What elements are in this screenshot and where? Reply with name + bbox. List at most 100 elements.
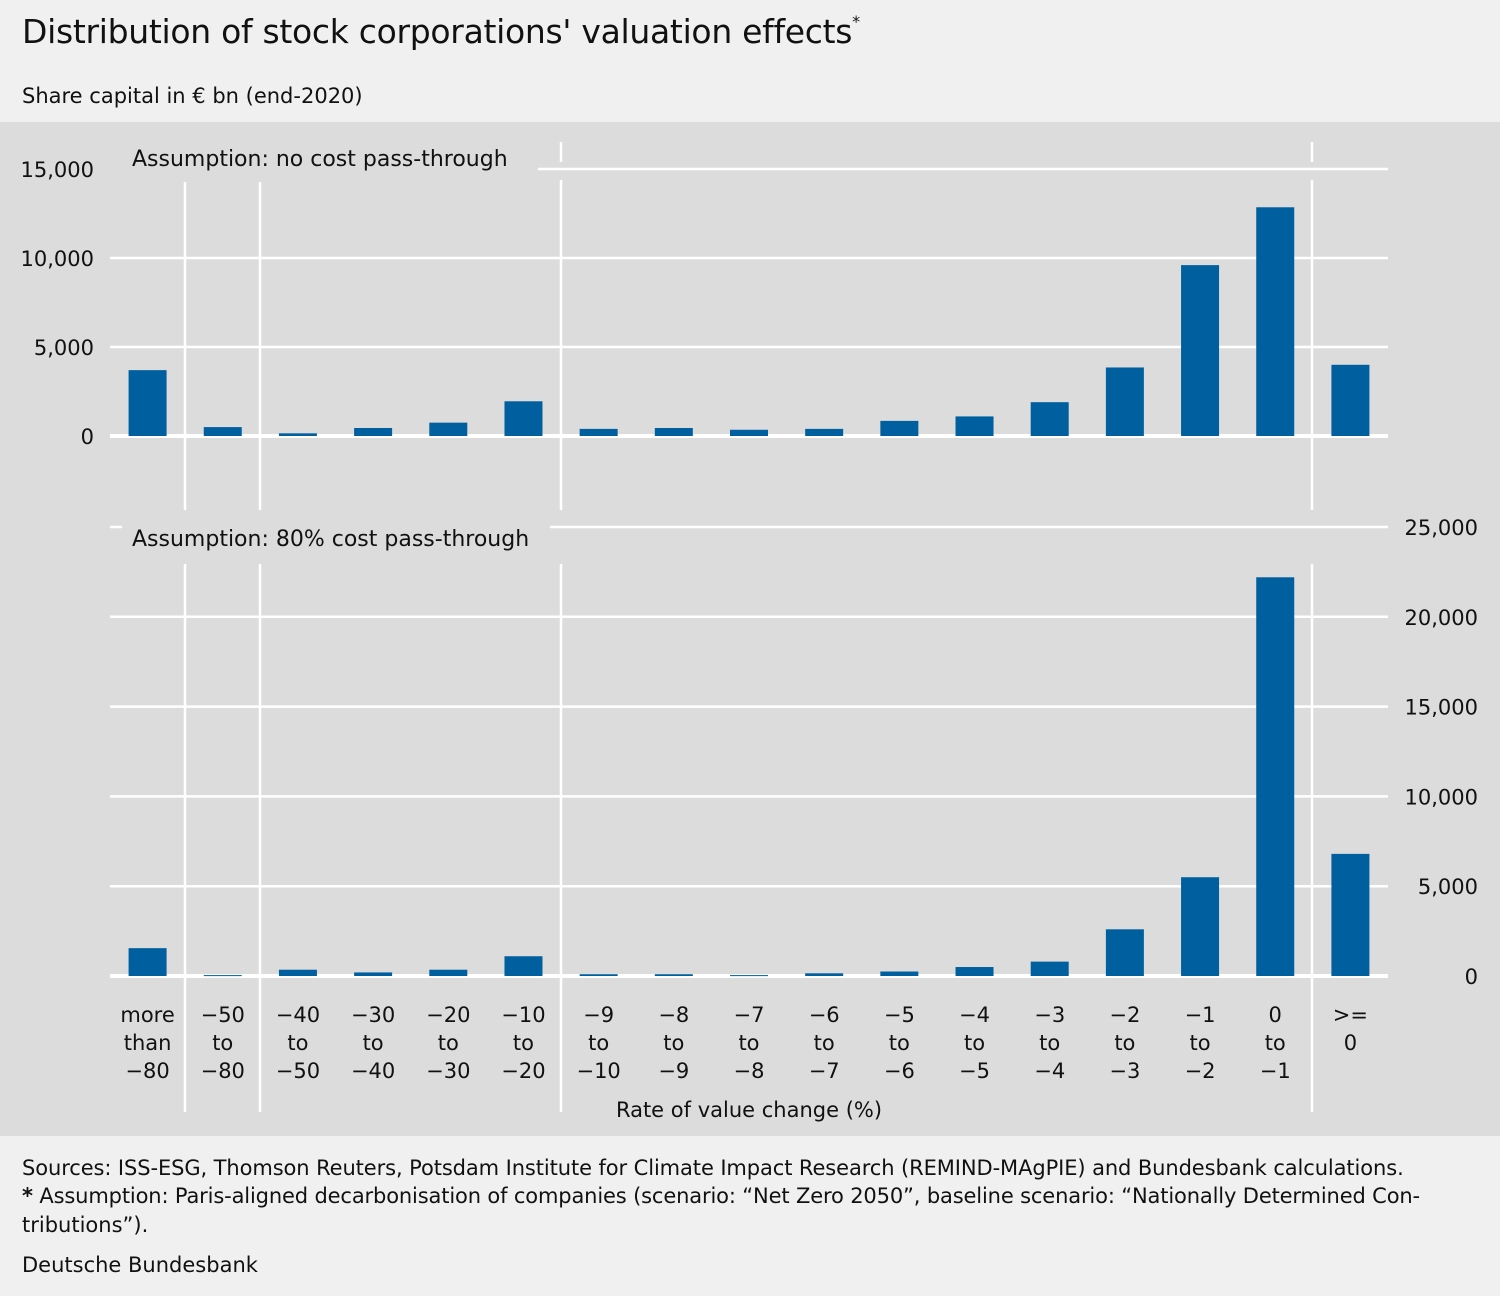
y-tick-label: 0 (1465, 965, 1478, 989)
x-tick-label: more (120, 1003, 174, 1027)
bar (579, 428, 618, 436)
publisher: Deutsche Bundesbank (22, 1253, 258, 1277)
x-tick-label: −20 (426, 1003, 470, 1027)
x-tick-label: −5 (884, 1003, 915, 1027)
sources-note: Sources: ISS-ESG, Thomson Reuters, Potsd… (22, 1156, 1404, 1180)
x-tick-label: −10 (501, 1003, 545, 1027)
chart-subtitle: Share capital in € bn (end-2020) (22, 84, 363, 108)
footnote: * Assumption: Paris-aligned decarbonisat… (22, 1184, 1420, 1208)
bar (1256, 207, 1295, 436)
x-tick-label: −40 (276, 1003, 320, 1027)
x-tick-label: −8 (658, 1003, 689, 1027)
x-tick-label: −9 (583, 1003, 614, 1027)
plot-background (0, 122, 1500, 1136)
x-tick-label: −40 (351, 1059, 395, 1083)
x-tick-label: −6 (809, 1003, 840, 1027)
x-tick-label: −7 (734, 1003, 765, 1027)
bar (429, 422, 468, 436)
x-tick-label: than (124, 1031, 172, 1055)
bar (1105, 367, 1144, 436)
bar (654, 427, 693, 436)
x-tick-label: −1 (1185, 1003, 1216, 1027)
x-tick-label: −2 (1185, 1059, 1216, 1083)
y-tick-label: 5,000 (34, 336, 94, 360)
x-tick-label: to (287, 1031, 308, 1055)
x-tick-label: −4 (1034, 1059, 1065, 1083)
x-tick-label: to (438, 1031, 459, 1055)
y-tick-label: 5,000 (1418, 875, 1478, 899)
bar (805, 428, 844, 436)
chart-title: Distribution of stock corporations' valu… (22, 12, 860, 51)
x-tick-label: to (1114, 1031, 1135, 1055)
x-tick-label: to (663, 1031, 684, 1055)
x-tick-label: to (738, 1031, 759, 1055)
x-tick-label: −50 (201, 1003, 245, 1027)
x-tick-label: to (212, 1031, 233, 1055)
x-tick-label: −3 (1034, 1003, 1065, 1027)
bar (579, 974, 618, 976)
x-tick-label: −9 (658, 1059, 689, 1083)
x-tick-labels: morethan−80−50to−80−40to−50−30to−40−20to… (120, 1003, 1368, 1083)
title-footnote-marker: * (852, 12, 860, 31)
bar (654, 974, 693, 976)
bar (880, 971, 919, 976)
y-tick-label: 25,000 (1405, 516, 1478, 540)
bar (1030, 402, 1069, 436)
x-tick-label: 0 (1269, 1003, 1282, 1027)
x-tick-label: to (964, 1031, 985, 1055)
x-tick-label: to (588, 1031, 609, 1055)
x-tick-label: to (513, 1031, 534, 1055)
x-tick-label: to (814, 1031, 835, 1055)
x-tick-label: −8 (734, 1059, 765, 1083)
x-tick-label: −30 (351, 1003, 395, 1027)
x-tick-label: >= (1333, 1003, 1368, 1027)
bar (955, 416, 994, 436)
bar (128, 370, 167, 436)
bar (730, 429, 768, 436)
x-tick-label: −4 (959, 1003, 990, 1027)
bar (354, 427, 393, 436)
x-tick-label: −1 (1260, 1059, 1291, 1083)
bar (730, 975, 768, 977)
bar (278, 433, 317, 436)
x-tick-label: −80 (125, 1059, 169, 1083)
panel-labels: Assumption: no cost pass-through Assumpti… (122, 136, 550, 556)
x-tick-label: −30 (426, 1059, 470, 1083)
x-tick-label: −3 (1109, 1059, 1140, 1083)
bar (955, 967, 994, 976)
footnote-text: Assumption: Paris-aligned decarbonisatio… (32, 1184, 1420, 1208)
bar (880, 420, 919, 436)
x-tick-label: −7 (809, 1059, 840, 1083)
y-tick-label: 15,000 (1405, 696, 1478, 720)
bar (1105, 929, 1144, 976)
panel-label: Assumption: 80% cost pass-through (132, 527, 529, 552)
bar (1256, 577, 1295, 976)
x-tick-label: −2 (1109, 1003, 1140, 1027)
footnote-marker: * (22, 1184, 33, 1208)
x-tick-label: 0 (1344, 1031, 1357, 1055)
bar (805, 973, 844, 976)
panel-label: Assumption: no cost pass-through (132, 147, 508, 172)
x-tick-label: to (1190, 1031, 1211, 1055)
bar (1331, 364, 1370, 436)
x-tick-label: −50 (276, 1059, 320, 1083)
x-axis-label: Rate of value change (%) (616, 1098, 882, 1122)
bar (278, 969, 317, 976)
x-tick-label: −5 (959, 1059, 990, 1083)
bar (429, 969, 468, 976)
y-tick-label: 10,000 (1405, 785, 1478, 809)
y-tick-labels: 0 5,000 10,000 15,000 0 5,000 10,000 15,000 20,0… (21, 158, 1478, 989)
y-tick-label: 15,000 (21, 158, 94, 182)
y-tick-label: 0 (81, 425, 94, 449)
x-tick-label: to (889, 1031, 910, 1055)
bar (1181, 877, 1220, 976)
y-tick-label: 10,000 (21, 247, 94, 271)
bar (203, 975, 242, 977)
x-tick-label: to (363, 1031, 384, 1055)
footnote-continuation: tributions”). (22, 1213, 149, 1237)
x-tick-label: −20 (501, 1059, 545, 1083)
bar (504, 956, 543, 976)
x-tick-label: to (1265, 1031, 1286, 1055)
x-tick-label: −10 (576, 1059, 620, 1083)
x-tick-label: −6 (884, 1059, 915, 1083)
